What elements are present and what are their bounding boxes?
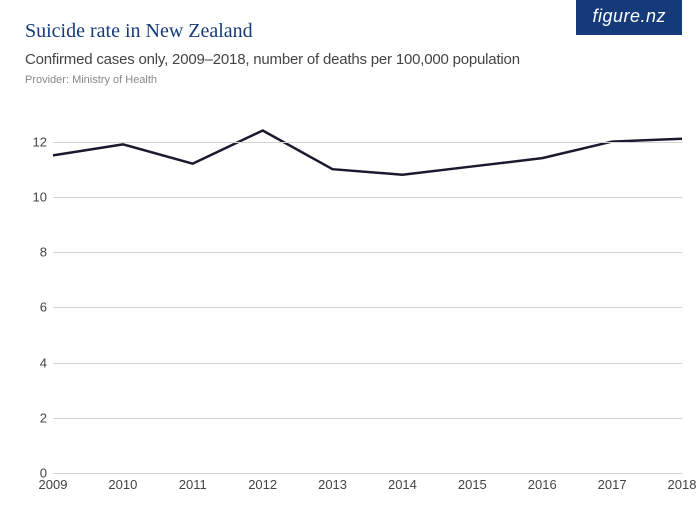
x-axis-label: 2018 <box>668 477 697 492</box>
x-axis-label: 2009 <box>39 477 68 492</box>
gridline <box>53 473 682 474</box>
y-axis-label: 12 <box>25 134 47 149</box>
gridline <box>53 418 682 419</box>
y-axis-label: 2 <box>25 410 47 425</box>
gridline <box>53 252 682 253</box>
y-axis-label: 10 <box>25 189 47 204</box>
data-line <box>53 131 682 175</box>
plot-region: 024681012 <box>53 125 682 473</box>
y-axis-label: 6 <box>25 300 47 315</box>
brand-badge: figure.nz <box>576 0 682 35</box>
x-axis-label: 2010 <box>108 477 137 492</box>
x-axis-label: 2011 <box>179 477 207 492</box>
x-axis-label: 2014 <box>388 477 417 492</box>
x-axis-label: 2013 <box>318 477 347 492</box>
x-axis-labels: 2009201020112012201320142015201620172018 <box>53 475 682 495</box>
chart-subtitle: Confirmed cases only, 2009–2018, number … <box>25 51 675 68</box>
gridline <box>53 363 682 364</box>
x-axis-label: 2012 <box>248 477 277 492</box>
chart-area: 024681012 2009 2010 2011 2012 2013 2014 2015 20… <box>25 125 682 495</box>
line-series <box>53 125 682 473</box>
x-axis-label: 2016 <box>528 477 557 492</box>
chart-provider: Provider: Ministry of Health <box>25 74 675 86</box>
x-axis-label: 2017 <box>598 477 627 492</box>
gridline <box>53 307 682 308</box>
gridline <box>53 197 682 198</box>
y-axis-label: 8 <box>25 245 47 260</box>
y-axis-label: 4 <box>25 355 47 370</box>
gridline <box>53 142 682 143</box>
chart-container: figure.nz Suicide rate in New Zealand Co… <box>0 0 700 525</box>
x-axis-label: 2015 <box>458 477 487 492</box>
